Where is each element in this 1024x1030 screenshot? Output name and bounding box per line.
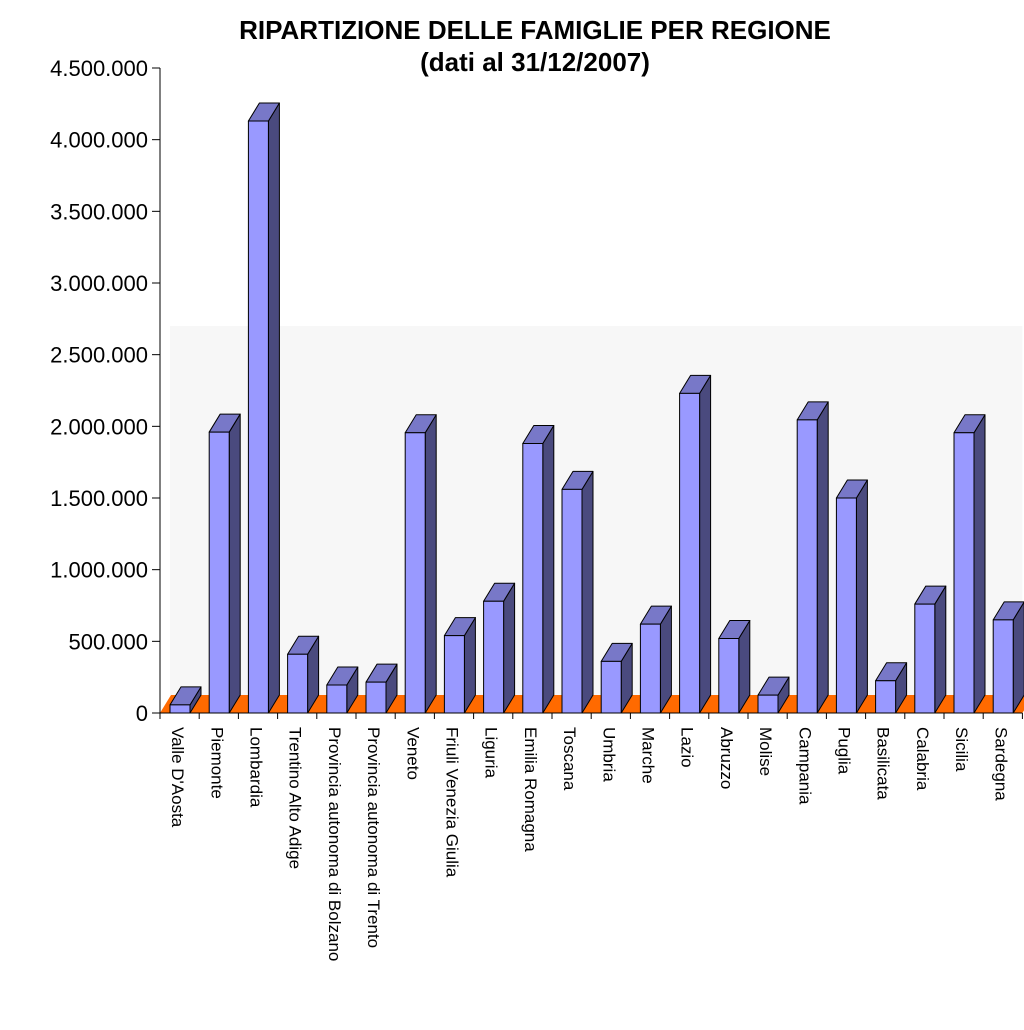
bar-front — [719, 638, 739, 713]
bar-front — [288, 654, 308, 713]
x-tick-label: Toscana — [560, 727, 579, 791]
bar-side — [229, 414, 240, 713]
x-tick-label: Piemonte — [207, 727, 226, 799]
bar — [993, 602, 1024, 713]
bar-front — [170, 705, 190, 713]
x-tick-label: Veneto — [403, 727, 422, 780]
y-tick-label: 0 — [136, 701, 148, 726]
y-tick-label: 1.500.000 — [50, 486, 148, 511]
x-tick-label: Umbria — [599, 727, 618, 782]
bar — [601, 643, 632, 713]
x-tick-label: Lazio — [678, 727, 697, 768]
y-tick-label: 4.500.000 — [50, 56, 148, 81]
bar — [797, 402, 828, 713]
x-tick-label: Provincia autonoma di Bolzano — [325, 727, 344, 961]
x-tick-label: Trentino Alto Adige — [286, 727, 305, 869]
bar-side — [856, 480, 867, 713]
bar-side — [425, 415, 436, 713]
bar-front — [680, 393, 700, 713]
bar — [484, 583, 515, 713]
bar-front — [797, 420, 817, 713]
x-tick-label: Liguria — [482, 727, 501, 779]
bar-front — [836, 498, 856, 713]
bar-front — [758, 695, 778, 713]
bar-front — [209, 432, 229, 713]
bar — [405, 415, 436, 713]
bar-side — [935, 586, 946, 713]
y-tick-label: 3.500.000 — [50, 199, 148, 224]
x-tick-label: Molise — [756, 727, 775, 776]
bar-side — [504, 583, 515, 713]
bar-side — [817, 402, 828, 713]
bar-front — [876, 681, 896, 713]
bar-side — [582, 471, 593, 713]
x-tick-label: Basilicata — [874, 727, 893, 800]
bar-side — [1013, 602, 1024, 713]
y-axis: 0 500.000 1.000.000 1.500.000 2.000.000 2.500… — [50, 56, 160, 726]
bar-front — [562, 489, 582, 713]
bar-front — [327, 685, 347, 713]
y-tick-label: 500.000 — [68, 629, 148, 654]
bar-front — [601, 661, 621, 713]
bar — [288, 636, 319, 713]
x-tick-label: Campania — [795, 727, 814, 805]
x-tick-label: Valle D'Aosta — [168, 727, 187, 828]
x-tick-label: Puglia — [835, 727, 854, 775]
y-tick-label: 2.500.000 — [50, 343, 148, 368]
y-tick-label: 1.000.000 — [50, 558, 148, 583]
bar-front — [444, 636, 464, 713]
y-tick-label: 2.000.000 — [50, 414, 148, 439]
y-tick-label: 4.000.000 — [50, 128, 148, 153]
x-tick-label: Marche — [639, 727, 658, 784]
bar — [836, 480, 867, 713]
bar-front — [405, 433, 425, 713]
bar-side — [268, 103, 279, 713]
x-tick-label: Emilia Romagna — [521, 727, 540, 852]
bar — [915, 586, 946, 713]
x-tick-label: Provincia autonoma di Trento — [364, 727, 383, 948]
bar-front — [915, 604, 935, 713]
bar — [444, 618, 475, 713]
bar — [562, 471, 593, 713]
bar — [719, 620, 750, 713]
x-tick-label: Calabria — [913, 727, 932, 791]
x-axis: Valle D'Aosta Piemonte Lombardia Trentino A… — [160, 713, 1022, 961]
x-tick-label: Abruzzo — [717, 727, 736, 789]
x-tick-label: Friuli Venezia Giulia — [443, 727, 462, 878]
bar-side — [700, 375, 711, 713]
bar — [248, 103, 279, 713]
y-tick-label: 3.000.000 — [50, 271, 148, 296]
x-tick-label: Sicilia — [952, 727, 971, 772]
bar — [680, 375, 711, 713]
bar-front — [248, 121, 268, 713]
bar-front — [640, 624, 660, 713]
bar — [523, 426, 554, 713]
bar-front — [954, 433, 974, 713]
bar-side — [974, 415, 985, 713]
bar-front — [993, 620, 1013, 713]
bar — [209, 414, 240, 713]
x-tick-label: Sardegna — [991, 727, 1010, 801]
bar-side — [543, 426, 554, 713]
bar-front — [484, 601, 504, 713]
bar-front — [366, 682, 386, 713]
bar-front — [523, 444, 543, 713]
bar — [640, 606, 671, 713]
bar — [954, 415, 985, 713]
x-tick-label: Lombardia — [247, 727, 266, 808]
